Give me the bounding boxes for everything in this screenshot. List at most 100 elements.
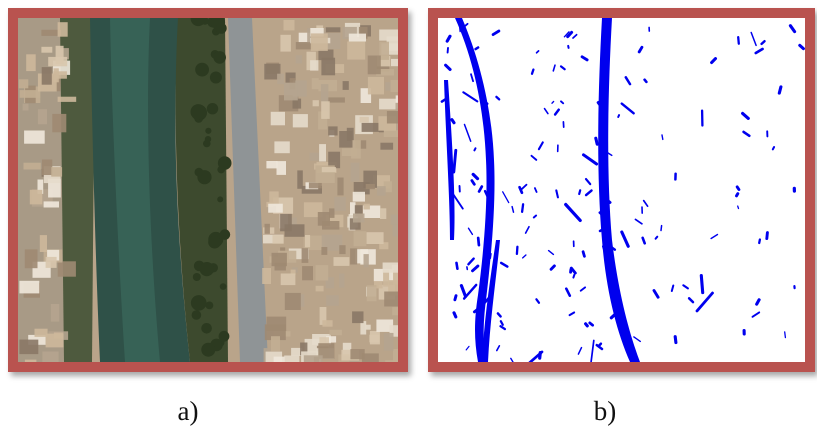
building — [364, 254, 369, 267]
edge-speck — [454, 313, 456, 317]
building — [19, 340, 38, 355]
tree — [206, 302, 214, 310]
building — [269, 191, 278, 205]
binary-map — [438, 18, 805, 365]
panel-label: b) — [594, 396, 617, 426]
edge-speck — [474, 148, 475, 150]
building — [38, 109, 47, 124]
panel-label: a) — [178, 396, 199, 426]
building — [284, 83, 298, 101]
edge-speck — [600, 230, 602, 231]
tree — [216, 23, 227, 34]
building — [274, 141, 289, 153]
edge-speck — [478, 238, 479, 245]
building — [353, 214, 365, 223]
building — [285, 293, 301, 310]
tree — [203, 140, 211, 148]
tree — [191, 295, 207, 311]
building — [326, 295, 339, 306]
building — [262, 268, 271, 284]
building — [316, 265, 329, 280]
building — [322, 320, 332, 327]
building — [19, 79, 29, 88]
building — [328, 126, 337, 135]
building — [310, 60, 318, 70]
building — [296, 42, 313, 49]
building — [46, 334, 64, 348]
building — [349, 34, 366, 42]
building — [312, 78, 319, 89]
building — [58, 22, 68, 37]
tree — [195, 63, 209, 77]
tree — [191, 104, 207, 120]
building — [48, 57, 67, 66]
edge-speck — [675, 337, 676, 343]
building — [360, 117, 369, 123]
edge-speck — [586, 324, 588, 326]
building — [368, 77, 384, 95]
edge-speck — [596, 138, 597, 144]
tree — [220, 229, 231, 240]
building — [354, 231, 367, 246]
building — [30, 190, 43, 205]
building — [277, 74, 284, 85]
building — [296, 55, 303, 63]
edge-speck — [590, 323, 593, 325]
tree — [192, 310, 202, 320]
building — [271, 336, 280, 351]
building — [42, 160, 52, 176]
tree — [193, 273, 201, 281]
building — [42, 67, 52, 85]
building — [362, 123, 380, 132]
edge-speck — [645, 80, 647, 82]
building — [285, 224, 305, 237]
tree — [219, 331, 230, 342]
edge-speck — [737, 187, 739, 190]
building — [337, 178, 343, 196]
tree — [217, 166, 225, 174]
edge-speck — [661, 226, 662, 231]
building — [266, 161, 277, 168]
building — [277, 161, 287, 175]
building — [309, 183, 322, 189]
edge-speck — [759, 240, 760, 244]
tree — [205, 128, 211, 134]
building — [25, 249, 38, 268]
tree — [195, 168, 204, 177]
building — [23, 104, 29, 111]
tree — [210, 72, 222, 84]
building — [284, 20, 295, 30]
edge-speck — [532, 70, 533, 74]
edge-speck — [767, 233, 768, 239]
building — [366, 184, 375, 189]
building — [343, 81, 349, 90]
tree — [213, 51, 226, 64]
building — [350, 202, 356, 215]
building — [328, 97, 345, 102]
building — [379, 99, 397, 110]
building — [384, 333, 394, 351]
building — [273, 235, 284, 244]
building — [334, 197, 346, 211]
edge-speck — [598, 103, 600, 106]
building — [322, 167, 336, 172]
page: a) b) (() => { const data = JSON.parse(d… — [0, 0, 817, 439]
building — [379, 30, 399, 41]
edge-speck — [785, 332, 786, 338]
building — [367, 232, 384, 244]
edge-speck — [701, 276, 702, 293]
building — [391, 215, 399, 225]
edge-speck — [579, 190, 580, 194]
edge-speck — [757, 300, 759, 304]
edge-speck — [517, 247, 518, 254]
building — [311, 33, 328, 51]
building — [380, 143, 393, 150]
edge-speck — [454, 150, 456, 172]
edge-speck — [738, 206, 739, 208]
building — [385, 82, 391, 91]
figure: a) b) — [0, 0, 817, 439]
edge-speck — [474, 310, 477, 312]
building — [319, 144, 326, 161]
building — [267, 317, 287, 331]
building — [272, 253, 287, 266]
